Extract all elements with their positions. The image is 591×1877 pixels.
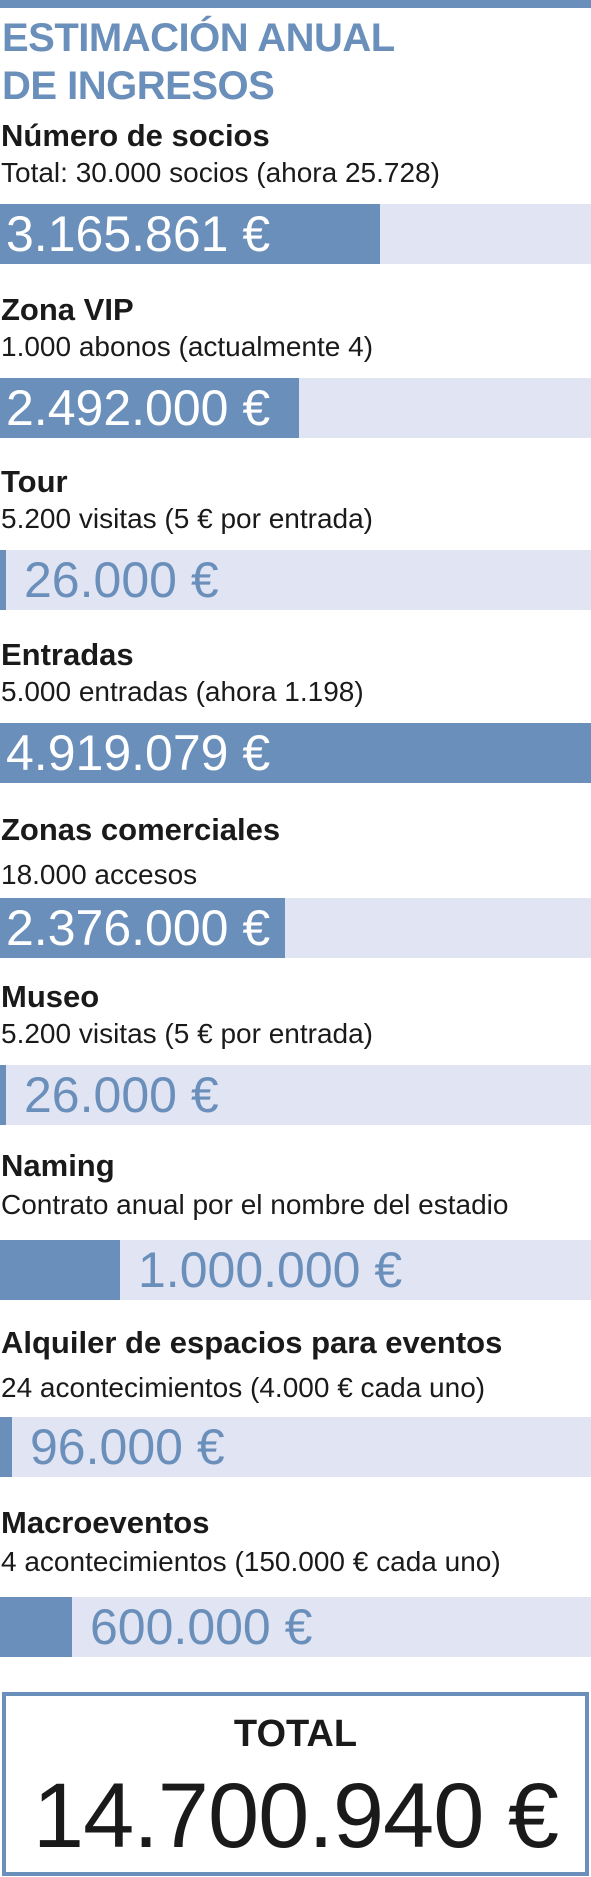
total-box: TOTAL 14.700.940 € xyxy=(2,1692,589,1876)
bar-value-label: 1.000.000 € xyxy=(138,1242,403,1298)
category-description: 1.000 abonos (actualmente 4) xyxy=(1,331,374,362)
bar-value-label: 4.919.079 € xyxy=(6,725,271,781)
category-block: Zona VIP 1.000 abonos (actualmente 4) 2.49… xyxy=(0,292,591,438)
category-name: Alquiler de espacios para eventos xyxy=(1,1325,503,1360)
category-block: Macroeventos 4 acontecimientos (150.000 €… xyxy=(0,1505,591,1657)
category-description: 4 acontecimientos (150.000 € cada uno) xyxy=(1,1546,501,1577)
bar-value-label: 2.492.000 € xyxy=(6,380,271,436)
total-value: 14.700.940 € xyxy=(32,1765,559,1867)
category-name: Tour xyxy=(1,464,68,499)
category-block: Entradas 5.000 entradas (ahora 1.198) 4.91… xyxy=(0,637,591,783)
bar-track: 96.000 € xyxy=(0,1417,591,1477)
category-name: Naming xyxy=(1,1148,115,1183)
bar xyxy=(0,550,6,610)
bar xyxy=(0,898,285,958)
category-description: 18.000 accesos xyxy=(1,859,198,890)
category-block: Museo 5.200 visitas (5 € por entrada) 26.0… xyxy=(0,979,591,1125)
bar-track: 2.492.000 € xyxy=(0,378,591,438)
category-block: Zonas comerciales 18.000 accesos 2.376.000… xyxy=(0,812,591,958)
category-description: 5.200 visitas (5 € por entrada) xyxy=(1,503,373,534)
total-label: TOTAL xyxy=(233,1713,358,1755)
bar-value-label: 3.165.861 € xyxy=(6,206,271,262)
category-block: Número de socios Total: 30.000 socios (ah… xyxy=(0,118,591,264)
category-description: 5.200 visitas (5 € por entrada) xyxy=(1,1018,373,1049)
bar xyxy=(0,1417,12,1477)
chart-title: ESTIMACIÓN ANUAL DE INGRESOS xyxy=(2,14,582,110)
category-block: Naming Contrato anual por el nombre del e… xyxy=(0,1148,591,1300)
category-name: Macroeventos xyxy=(1,1505,210,1540)
bar-value-label: 2.376.000 € xyxy=(6,900,271,956)
category-description: 5.000 entradas (ahora 1.198) xyxy=(1,676,364,707)
title-line-1: ESTIMACIÓN ANUAL xyxy=(2,16,395,60)
category-block: Tour 5.200 visitas (5 € por entrada) 26.00… xyxy=(0,464,591,610)
bar-track: 26.000 € xyxy=(0,1065,591,1125)
bar xyxy=(0,1597,72,1657)
bar-track: 1.000.000 € xyxy=(0,1240,591,1300)
bar-track: 3.165.861 € xyxy=(0,204,591,264)
category-name: Zonas comerciales xyxy=(1,812,281,847)
bar-value-label: 26.000 € xyxy=(24,1067,219,1123)
bar xyxy=(0,723,591,783)
category-name: Museo xyxy=(1,979,100,1014)
category-description: 24 acontecimientos (4.000 € cada uno) xyxy=(1,1372,486,1403)
title-line-2: DE INGRESOS xyxy=(2,64,275,108)
bar xyxy=(0,378,299,438)
bar-track: 4.919.079 € xyxy=(0,723,591,783)
bar-track: 26.000 € xyxy=(0,550,591,610)
category-description: Contrato anual por el nombre del estadio xyxy=(1,1189,509,1220)
bar-value-label: 26.000 € xyxy=(24,552,219,608)
category-description: Total: 30.000 socios (ahora 25.728) xyxy=(1,157,440,188)
bar xyxy=(0,1065,6,1125)
bar-track: 600.000 € xyxy=(0,1597,591,1657)
bar xyxy=(0,1240,120,1300)
category-name: Entradas xyxy=(1,637,134,672)
bar-value-label: 600.000 € xyxy=(90,1599,313,1655)
bar-track: 2.376.000 € xyxy=(0,898,591,958)
bar-value-label: 96.000 € xyxy=(30,1419,225,1475)
category-block: Alquiler de espacios para eventos 24 acon… xyxy=(0,1325,591,1477)
top-rule xyxy=(0,0,591,8)
bar xyxy=(0,204,380,264)
category-name: Zona VIP xyxy=(1,292,134,327)
category-name: Número de socios xyxy=(1,118,270,153)
